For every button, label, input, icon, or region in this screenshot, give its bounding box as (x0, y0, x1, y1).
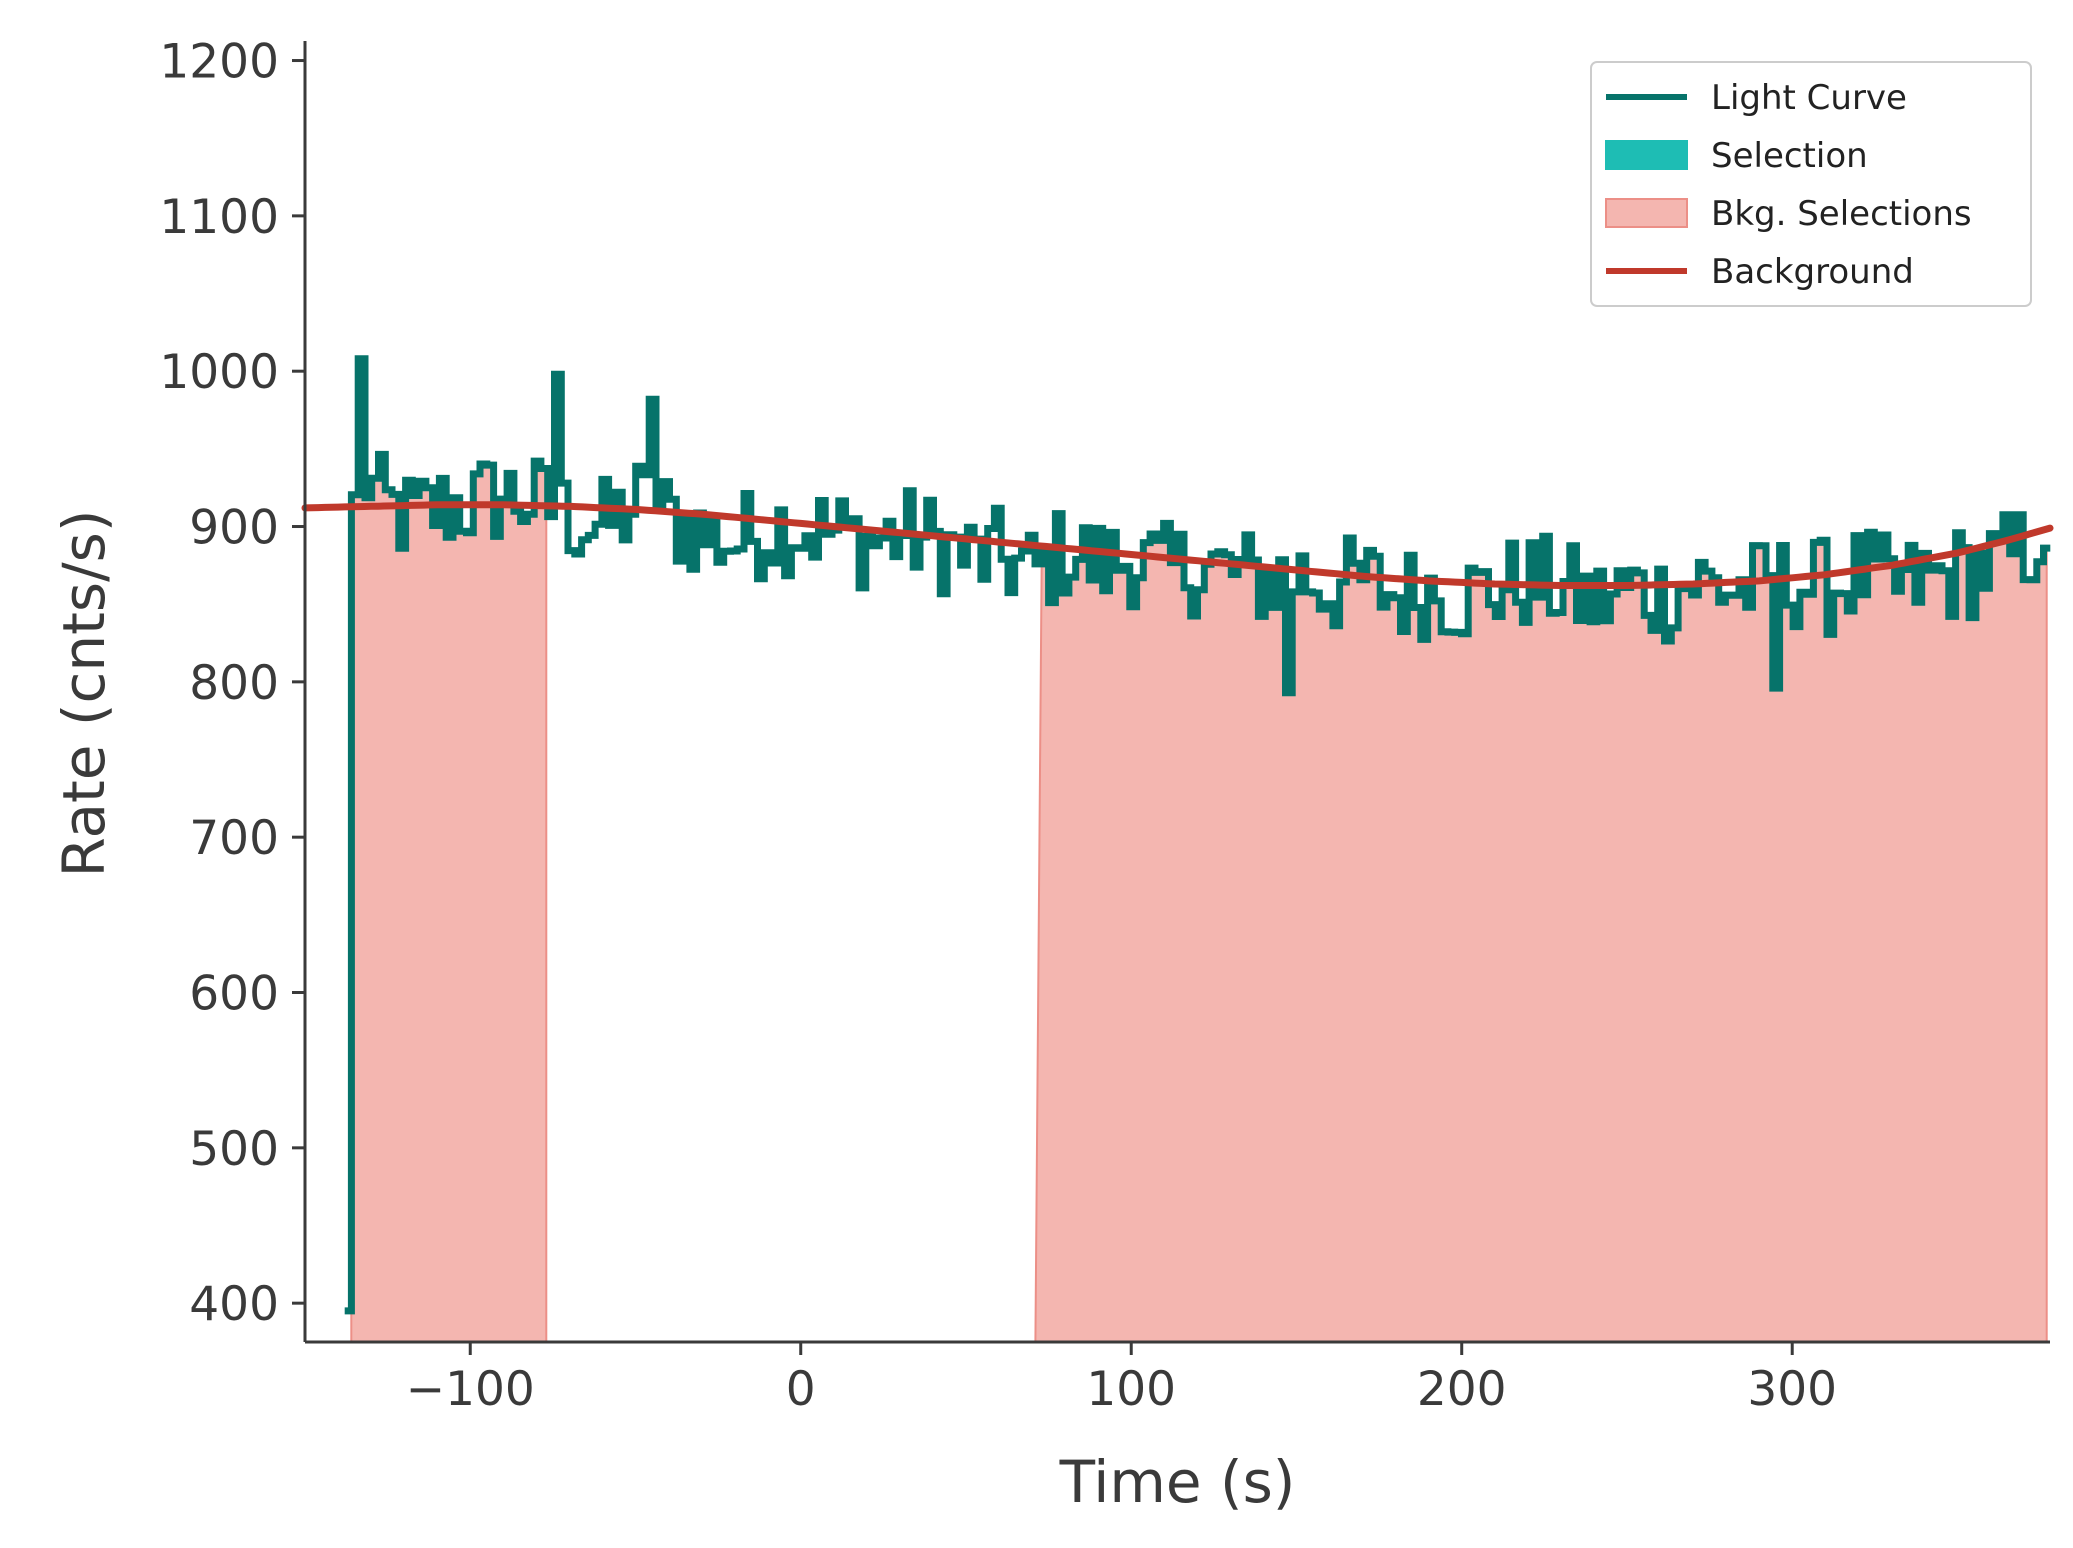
legend: Light Curve Selection Bkg. Selections Backg… (1590, 61, 2032, 307)
legend-label: Light Curve (1711, 78, 1907, 118)
y-tick-label: 1100 (159, 190, 279, 245)
y-axis-label: Rate (cnts/s) (50, 509, 118, 877)
y-tick-label: 1000 (159, 345, 279, 400)
x-tick-label: 200 (1417, 1362, 1507, 1417)
legend-swatch-patch (1605, 198, 1688, 228)
legend-label: Bkg. Selections (1711, 194, 1972, 234)
x-tick-label: 300 (1747, 1362, 1837, 1417)
axes (303, 41, 2050, 1344)
background-selection-2 (1034, 512, 2048, 1343)
legend-label: Background (1711, 252, 1914, 292)
legend-box (1590, 61, 2032, 307)
x-tick-label: −100 (406, 1362, 535, 1417)
y-axis-ticks: 400 500 600 700 800 900 1000 1100 1200 (159, 35, 305, 1332)
y-tick-label: 900 (189, 501, 279, 556)
light-curve-series (344, 355, 2051, 1315)
y-tick-label: 1200 (159, 35, 279, 90)
y-tick-label: 700 (189, 811, 279, 866)
background-model-series (301, 501, 2054, 589)
x-axis-ticks: −100 0 100 200 300 (406, 1342, 1837, 1417)
light-curve-line (344, 355, 2051, 1315)
legend-swatch-patch (1605, 140, 1688, 170)
x-axis-label: Time (s) (1059, 1448, 1296, 1516)
y-tick-label: 600 (189, 967, 279, 1022)
x-tick-label: 0 (786, 1362, 816, 1417)
background-model-line (301, 501, 2054, 589)
legend-label: Selection (1711, 136, 1868, 176)
y-tick-label: 400 (189, 1277, 279, 1332)
x-tick-label: 100 (1086, 1362, 1176, 1417)
y-tick-label: 800 (189, 656, 279, 711)
y-tick-label: 500 (189, 1122, 279, 1177)
